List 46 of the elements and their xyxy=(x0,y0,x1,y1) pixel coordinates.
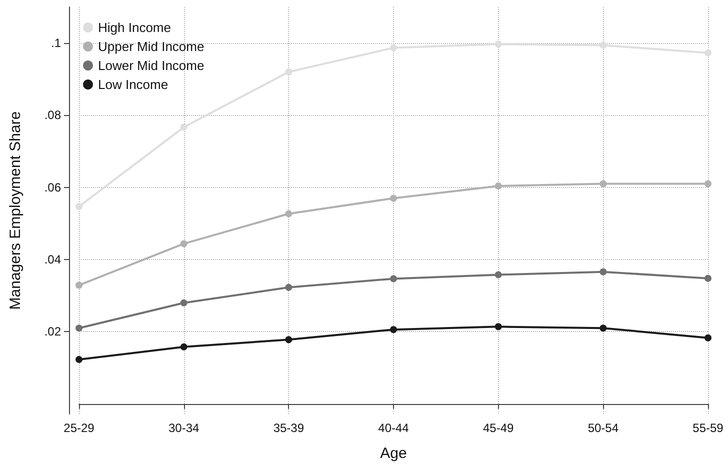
point xyxy=(600,180,607,188)
point xyxy=(76,356,82,364)
y-axis-title: Managers Employment Share xyxy=(7,111,24,310)
point xyxy=(76,203,82,210)
point xyxy=(180,240,188,248)
point xyxy=(390,44,397,52)
point xyxy=(390,194,397,202)
x-tick-label: 30-34 xyxy=(168,421,200,435)
y-tick-label: .04 xyxy=(44,252,62,267)
x-tick-label: 55-59 xyxy=(692,421,724,435)
x-axis-title: Age xyxy=(380,445,407,462)
x-tick-label: 35-39 xyxy=(273,421,304,435)
point xyxy=(180,299,188,306)
point xyxy=(600,324,607,332)
point xyxy=(390,275,397,282)
point xyxy=(704,334,712,342)
point xyxy=(494,182,502,190)
x-tick-label: 45-49 xyxy=(482,421,514,435)
point xyxy=(76,282,82,289)
point xyxy=(390,326,397,334)
point xyxy=(600,42,607,49)
x-tick-label: 40-44 xyxy=(378,421,410,435)
point xyxy=(285,68,292,76)
point xyxy=(494,271,502,278)
legend-label: Lower Mid Income xyxy=(98,58,204,73)
point xyxy=(704,274,712,282)
point xyxy=(600,268,607,276)
point xyxy=(180,343,188,350)
legend-label: Upper Mid Income xyxy=(98,39,204,54)
y-tick-label: .02 xyxy=(44,324,62,339)
point xyxy=(285,284,292,291)
y-tick-label: .06 xyxy=(44,180,62,194)
point xyxy=(494,40,502,48)
x-tick-label: 50-54 xyxy=(588,421,619,435)
point xyxy=(494,323,502,330)
point xyxy=(76,324,82,332)
point xyxy=(180,124,188,131)
point xyxy=(704,49,712,56)
y-tick-label: .1 xyxy=(50,36,62,50)
legend-label: Low Income xyxy=(98,77,168,92)
x-tick-label: 25-29 xyxy=(64,421,95,435)
point xyxy=(285,210,292,218)
point xyxy=(704,180,712,188)
legend-label: High Income xyxy=(98,20,171,35)
point xyxy=(285,336,292,344)
y-tick-label: .08 xyxy=(44,108,62,122)
